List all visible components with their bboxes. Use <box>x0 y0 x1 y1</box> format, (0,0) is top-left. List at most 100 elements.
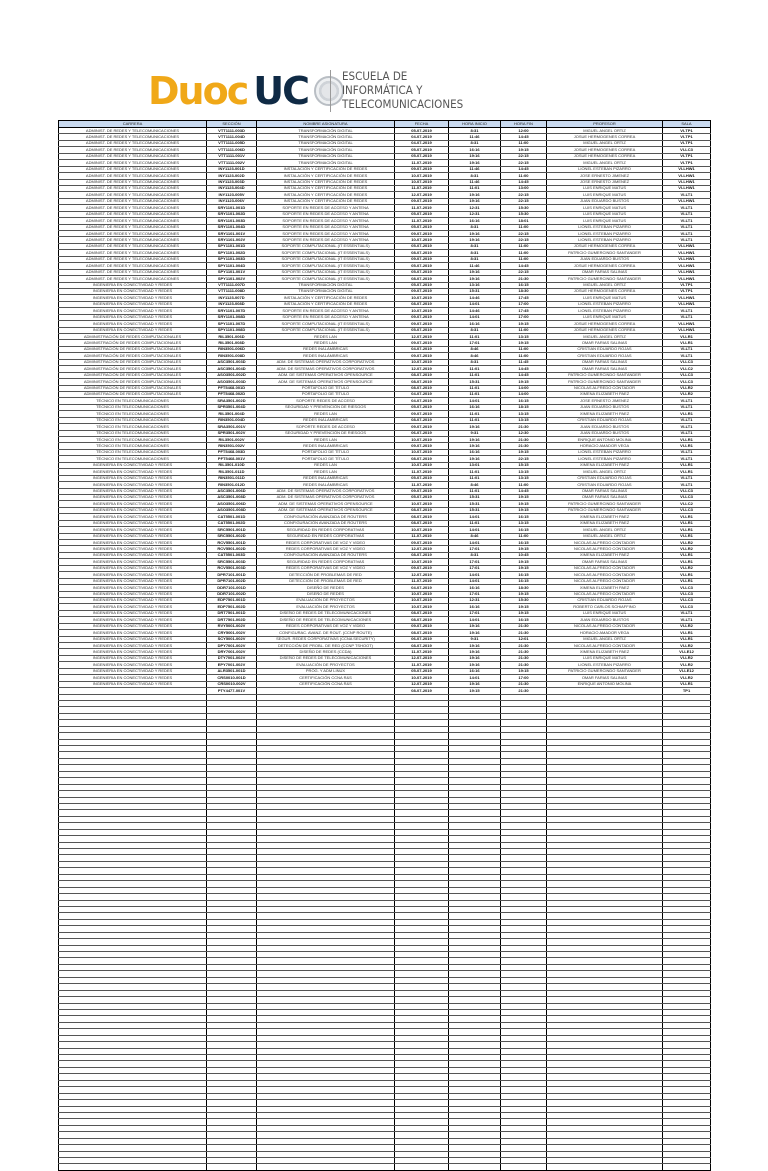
table-row: ADMINIST. DE REDES Y TELECOMUNICACIONES S… <box>58 230 711 238</box>
empty-table-row <box>58 970 711 978</box>
empty-table-row <box>58 887 711 895</box>
empty-cell <box>256 1163 395 1171</box>
table-row: INGENIERIA EN CONECTIVIDAD Y REDES INY112… <box>58 294 711 302</box>
cell-sala: VI-LC3 <box>662 372 711 380</box>
empty-table-row <box>58 932 711 940</box>
header-profesor: PROFESOR <box>546 120 663 128</box>
table-row: INGENIERIA EN CONECTIVIDAD Y REDES VTT111… <box>58 288 711 296</box>
table-body: ADMINIST. DE REDES Y TELECOMUNICACIONES V… <box>58 127 711 1171</box>
empty-table-row <box>58 706 711 714</box>
empty-cell <box>546 1163 663 1171</box>
empty-cell <box>448 1163 501 1171</box>
table-row: TÉCNICO EN TELECOMUNICACIONES SPR3501-004… <box>58 404 711 412</box>
table-row: TÉCNICO EN TELECOMUNICACIONES PFT5468-003… <box>58 449 711 457</box>
cell-sala: VI-LHW1 <box>662 243 711 251</box>
cell-sala: VI-TP1 <box>662 127 711 135</box>
table-row: INGENIERIA EN CONECTIVIDAD Y REDES RIN350… <box>58 475 711 483</box>
empty-table-row <box>58 925 711 933</box>
empty-cell <box>58 1163 207 1171</box>
empty-cell <box>394 1163 449 1171</box>
table-row: TÉCNICO EN TELECOMUNICACIONES RIL3501-002… <box>58 436 711 444</box>
cell-sala: VI-LR2 <box>662 545 711 553</box>
empty-cell <box>662 706 711 714</box>
cell-sala: VI-LR2 <box>662 642 711 650</box>
empty-table-row <box>58 938 711 946</box>
table-row: ADMINIST. DE REDES Y TELECOMUNICACIONES V… <box>58 153 711 161</box>
table-row: ADMINISTRACIÓN DE REDES COMPUTACIONALES A… <box>58 378 711 386</box>
table-row: INGENIERIA EN CONECTIVIDAD Y REDES ASC350… <box>58 488 711 495</box>
empty-cell <box>662 771 711 779</box>
empty-cell <box>662 887 711 895</box>
table-row: ADMINIST. DE REDES Y TELECOMUNICACIONES S… <box>58 243 711 251</box>
empty-cell <box>662 1163 711 1171</box>
exam-schedule-table: CARRERA SECCIÓN NOMBRE ASIGNATURA FECHA … <box>58 120 711 1171</box>
cell-sala: VI-LT1 <box>662 217 711 225</box>
table-row: ADMINISTRACIÓN DE REDES COMPUTACIONALES A… <box>58 359 711 367</box>
cell-sala: VI-LC2 <box>662 500 711 508</box>
empty-table-row <box>58 906 711 914</box>
empty-cell <box>662 854 711 862</box>
cell-sala: VI-LR2 <box>662 539 711 547</box>
empty-cell <box>662 938 711 946</box>
cell-sala: VI-TP1 <box>662 153 711 161</box>
cell-sala: VI-LT1 <box>662 307 711 315</box>
cell-sala: VI-LC3 <box>662 507 711 515</box>
empty-table-row <box>58 803 711 811</box>
table-row: ADMINISTRACIÓN DE REDES COMPUTACIONALES R… <box>58 333 711 341</box>
table-row: INGENIERIA EN CONECTIVIDAD Y REDES DDR710… <box>58 584 711 592</box>
table-row: ADMINISTRACIÓN DE REDES COMPUTACIONALES R… <box>58 346 711 354</box>
cell-sala: VI-LC3 <box>662 603 711 611</box>
table-row: ADMINIST. DE REDES Y TELECOMUNICACIONES S… <box>58 217 711 225</box>
empty-cell <box>662 996 711 1004</box>
empty-cell <box>662 694 711 701</box>
cell-sala: VI-LC3 <box>662 378 711 386</box>
table-row: INGENIERIA EN CONECTIVIDAD Y REDES VTT111… <box>58 282 711 289</box>
empty-table-row <box>58 957 711 965</box>
empty-table-row <box>58 809 711 817</box>
cell-sala: VI-LR1 <box>662 578 711 586</box>
cell-sala: VI-TP1 <box>662 133 711 141</box>
cell-sala: VI-LR1 <box>662 520 711 528</box>
cell-sala: VI-LR1 <box>662 681 711 689</box>
header-sala: SALA <box>662 120 711 128</box>
empty-cell <box>662 797 711 804</box>
empty-cell <box>662 777 711 785</box>
table-row: INGENIERIA EN CONECTIVIDAD Y REDES ASC350… <box>58 494 711 502</box>
empty-cell <box>662 758 711 766</box>
cell-sala: VI-LR2 <box>662 661 711 669</box>
table-row: INGENIERIA EN CONECTIVIDAD Y REDES CAT550… <box>58 520 711 528</box>
header-hora-fin: HORA FIN <box>500 120 547 128</box>
empty-cell <box>662 751 711 759</box>
cell-sala: VI-TP1 <box>662 159 711 167</box>
table-row: ADMINIST. DE REDES Y TELECOMUNICACIONES S… <box>58 204 711 212</box>
table-row: INGENIERIA EN CONECTIVIDAD Y REDES RVY500… <box>58 623 711 631</box>
empty-cell <box>662 906 711 914</box>
empty-cell <box>662 726 711 734</box>
table-row: ADMINIST. DE REDES Y TELECOMUNICACIONES S… <box>58 269 711 277</box>
table-row: ADMINIST. DE REDES Y TELECOMUNICACIONES V… <box>58 140 711 148</box>
empty-table-row <box>58 1163 711 1171</box>
cell-sala: VI-LT1 <box>662 230 711 238</box>
table-row: PTY4477-001V 08-07-2019 19:15 21:30 TP1 <box>58 687 711 695</box>
empty-cell <box>662 848 711 856</box>
table-row: INGENIERIA EN CONECTIVIDAD Y REDES INY112… <box>58 301 711 309</box>
cell-sala: VI-LR2 <box>662 674 711 682</box>
cell-sala: VI-LT1 <box>662 404 711 412</box>
header-carrera: CARRERA <box>58 120 207 128</box>
cell-sala: VI-LR2 <box>662 565 711 573</box>
table-row: INGENIERIA EN CONECTIVIDAD Y REDES EDP750… <box>58 597 711 605</box>
table-row: TÉCNICO EN TELECOMUNICACIONES RIN3501-004… <box>58 417 711 425</box>
table-row: INGENIERIA EN CONECTIVIDAD Y REDES DRT750… <box>58 610 711 618</box>
table-row: INGENIERIA EN CONECTIVIDAD Y REDES RCV550… <box>58 565 711 573</box>
cell-sala: VI-LT1 <box>662 423 711 431</box>
cell-sala: VI-LHW1 <box>662 179 711 186</box>
table-row: ADMINIST. DE REDES Y TELECOMUNICACIONES I… <box>58 191 711 199</box>
table-row: INGENIERIA EN CONECTIVIDAD Y REDES DRY700… <box>58 648 711 656</box>
empty-table-row <box>58 912 711 920</box>
empty-cell <box>662 977 711 985</box>
empty-table-row <box>58 771 711 779</box>
table-row: TÉCNICO EN TELECOMUNICACIONES RIL3501-004… <box>58 410 711 418</box>
empty-cell <box>662 983 711 991</box>
table-row: ADMINISTRACIÓN DE REDES COMPUTACIONALES P… <box>58 391 711 399</box>
empty-table-row <box>58 797 711 804</box>
